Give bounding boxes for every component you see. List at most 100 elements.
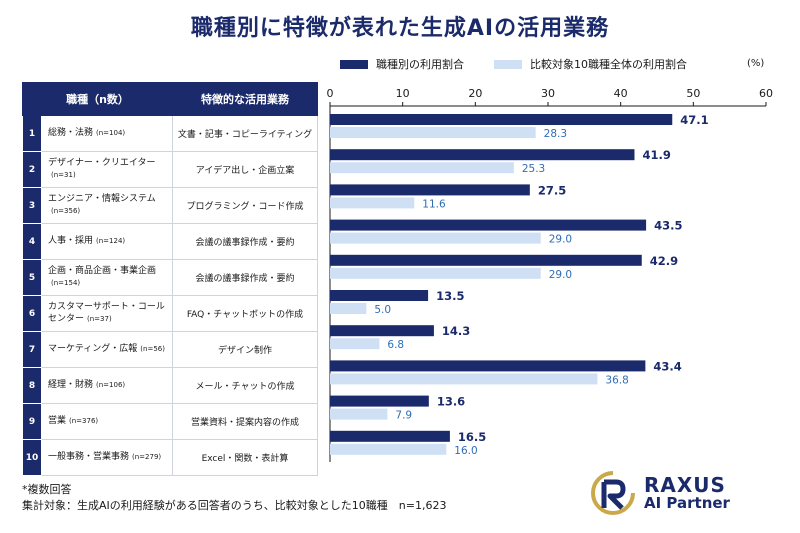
rank-cell: 9 [22, 403, 42, 440]
page-title: 職種別に特徴が表れた生成AIの活用業務 [190, 16, 610, 41]
use-cell: 営業資料・提案内容の作成 [172, 403, 318, 440]
data-label-series2: 7.9 [395, 410, 412, 422]
job-n: (n=279) [132, 452, 162, 461]
logo-text-ai-partner: AI Partner [644, 493, 730, 512]
job-name: カスタマーサポート・コールセンター [48, 302, 165, 324]
job-n: (n=37) [87, 314, 112, 323]
data-label-series2: 36.8 [605, 374, 628, 386]
job-n: (n=376) [69, 416, 99, 425]
job-cell: 総務・法務 (n=104) [41, 115, 173, 152]
table-row: 4 人事・採用 (n=124) 会議の議事録作成・要約 [22, 223, 318, 260]
bar-chart: 0 10 20 30 40 50 60 47.1 28.3 41.9 25.3 27.5 11.6 43.… [327, 87, 773, 462]
data-label-series1: 43.4 [653, 359, 681, 373]
data-label-series2: 5.0 [374, 304, 391, 316]
job-n: (n=106) [96, 380, 126, 389]
use-cell: 会議の議事録作成・要約 [172, 259, 318, 296]
job-name: 企画・商品企画・事業企画 [48, 266, 157, 277]
job-name: デザイナー・クリエイター [48, 158, 156, 169]
bar-series2 [330, 303, 367, 314]
bar-series2 [330, 373, 598, 385]
unit-label: (%) [747, 58, 765, 69]
rank-cell: 5 [22, 259, 42, 296]
job-n: (n=154) [51, 278, 81, 287]
bar-series1 [330, 290, 429, 301]
logo-text-raxus: RAXUS [644, 472, 726, 497]
job-name: エンジニア・情報システム [48, 194, 156, 205]
job-name: 経理・財務 [48, 379, 94, 390]
data-label-series2: 29.0 [549, 269, 572, 281]
data-label-series1: 42.9 [650, 254, 678, 268]
use-cell: 文書・記事・コピーライティング [172, 115, 318, 152]
table-row: 10 一般事務・営業事務 (n=279) Excel・関数・表計算 [22, 439, 318, 476]
table-row: 7 マーケティング・広報 (n=56) デザイン制作 [22, 331, 318, 368]
legend: 職種別の利用割合 比較対象10職種全体の利用割合 [340, 56, 717, 72]
rank-cell: 4 [22, 223, 42, 260]
data-label-series1: 13.5 [436, 289, 464, 303]
job-cell: 人事・採用 (n=124) [41, 223, 173, 260]
table-row: 5 企画・商品企画・事業企画(n=154) 会議の議事録作成・要約 [22, 259, 318, 296]
bar-series1 [330, 149, 635, 161]
data-label-series2: 28.3 [544, 128, 567, 140]
data-label-series2: 6.8 [387, 339, 404, 351]
legend-item-series1: 職種別の利用割合 [340, 56, 464, 72]
job-n: (n=356) [51, 206, 81, 215]
data-label-series2: 11.6 [422, 198, 446, 210]
bar-series2 [330, 127, 536, 138]
header-use: 特徴的な活用業務 [172, 82, 318, 116]
table-row: 2 デザイナー・クリエイター(n=31) アイデア出し・企画立案 [22, 151, 318, 188]
table-row: 9 営業 (n=376) 営業資料・提案内容の作成 [22, 403, 318, 440]
data-label-series2: 16.0 [454, 445, 477, 457]
rank-cell: 6 [22, 295, 42, 332]
job-cell: 経理・財務 (n=106) [41, 367, 173, 404]
job-cell: 一般事務・営業事務 (n=279) [41, 439, 173, 476]
bar-series2 [330, 267, 541, 279]
data-label-series1: 47.1 [680, 113, 708, 127]
table-header-row: 職種（n数） 特徴的な活用業務 [22, 82, 318, 116]
table-body: 1 総務・法務 (n=104) 文書・記事・コピーライティング 2 デザイナー・クリエイタ… [22, 115, 318, 476]
bar-series2 [330, 408, 388, 420]
job-n: (n=104) [96, 128, 126, 137]
legend-label-series1: 職種別の利用割合 [376, 58, 464, 71]
job-cell: 企画・商品企画・事業企画(n=154) [41, 259, 173, 296]
use-cell: FAQ・チャットボットの作成 [172, 295, 318, 332]
bar-series1 [330, 254, 642, 266]
data-label-series1: 43.5 [654, 219, 682, 233]
data-label-series1: 16.5 [458, 430, 486, 444]
job-cell: カスタマーサポート・コールセンター (n=37) [41, 295, 173, 332]
job-cell: デザイナー・クリエイター(n=31) [41, 151, 173, 188]
job-table: 職種（n数） 特徴的な活用業務 1 総務・法務 (n=104) 文書・記事・コピーライ… [22, 82, 318, 476]
header-job: 職種（n数） [22, 82, 173, 116]
job-name: 総務・法務 [48, 127, 94, 138]
bar-series1 [330, 360, 646, 372]
bar-series2 [330, 162, 514, 174]
legend-item-series2: 比較対象10職種全体の利用割合 [494, 56, 687, 72]
data-label-series1: 27.5 [538, 183, 566, 197]
x-tick-label: 0 [327, 87, 334, 100]
job-n: (n=31) [51, 170, 76, 179]
table-row: 6 カスタマーサポート・コールセンター (n=37) FAQ・チャットボットの作成 [22, 295, 318, 332]
legend-label-series2: 比較対象10職種全体の利用割合 [530, 58, 687, 71]
use-cell: メール・チャットの作成 [172, 367, 318, 404]
note-sample: 集計対象：生成AIの利用経験がある回答者のうち、比較対象とした10職種 n=1,… [22, 499, 447, 512]
table-row: 3 エンジニア・情報システム(n=356) プログラミング・コード作成 [22, 187, 318, 224]
bar-series1 [330, 430, 450, 442]
x-tick-label: 10 [396, 87, 410, 100]
table-row: 8 経理・財務 (n=106) メール・チャットの作成 [22, 367, 318, 404]
job-cell: エンジニア・情報システム(n=356) [41, 187, 173, 224]
x-tick-label: 40 [614, 87, 628, 100]
rank-cell: 3 [22, 187, 42, 224]
raxus-logo-icon [591, 471, 635, 515]
job-name: 一般事務・営業事務 [48, 451, 130, 462]
bar-series1 [330, 184, 530, 196]
x-tick-label: 60 [759, 87, 773, 100]
job-name: 営業 [48, 415, 67, 426]
company-logo: RAXUS AI Partner [590, 470, 730, 516]
data-label-series1: 13.6 [437, 395, 465, 409]
data-label-series1: 41.9 [642, 148, 670, 162]
x-tick-label: 50 [686, 87, 700, 100]
use-cell: 会議の議事録作成・要約 [172, 223, 318, 260]
bar-series2 [330, 197, 415, 209]
job-n: (n=124) [96, 236, 126, 245]
data-label-series2: 25.3 [522, 163, 545, 175]
use-cell: Excel・関数・表計算 [172, 439, 318, 476]
